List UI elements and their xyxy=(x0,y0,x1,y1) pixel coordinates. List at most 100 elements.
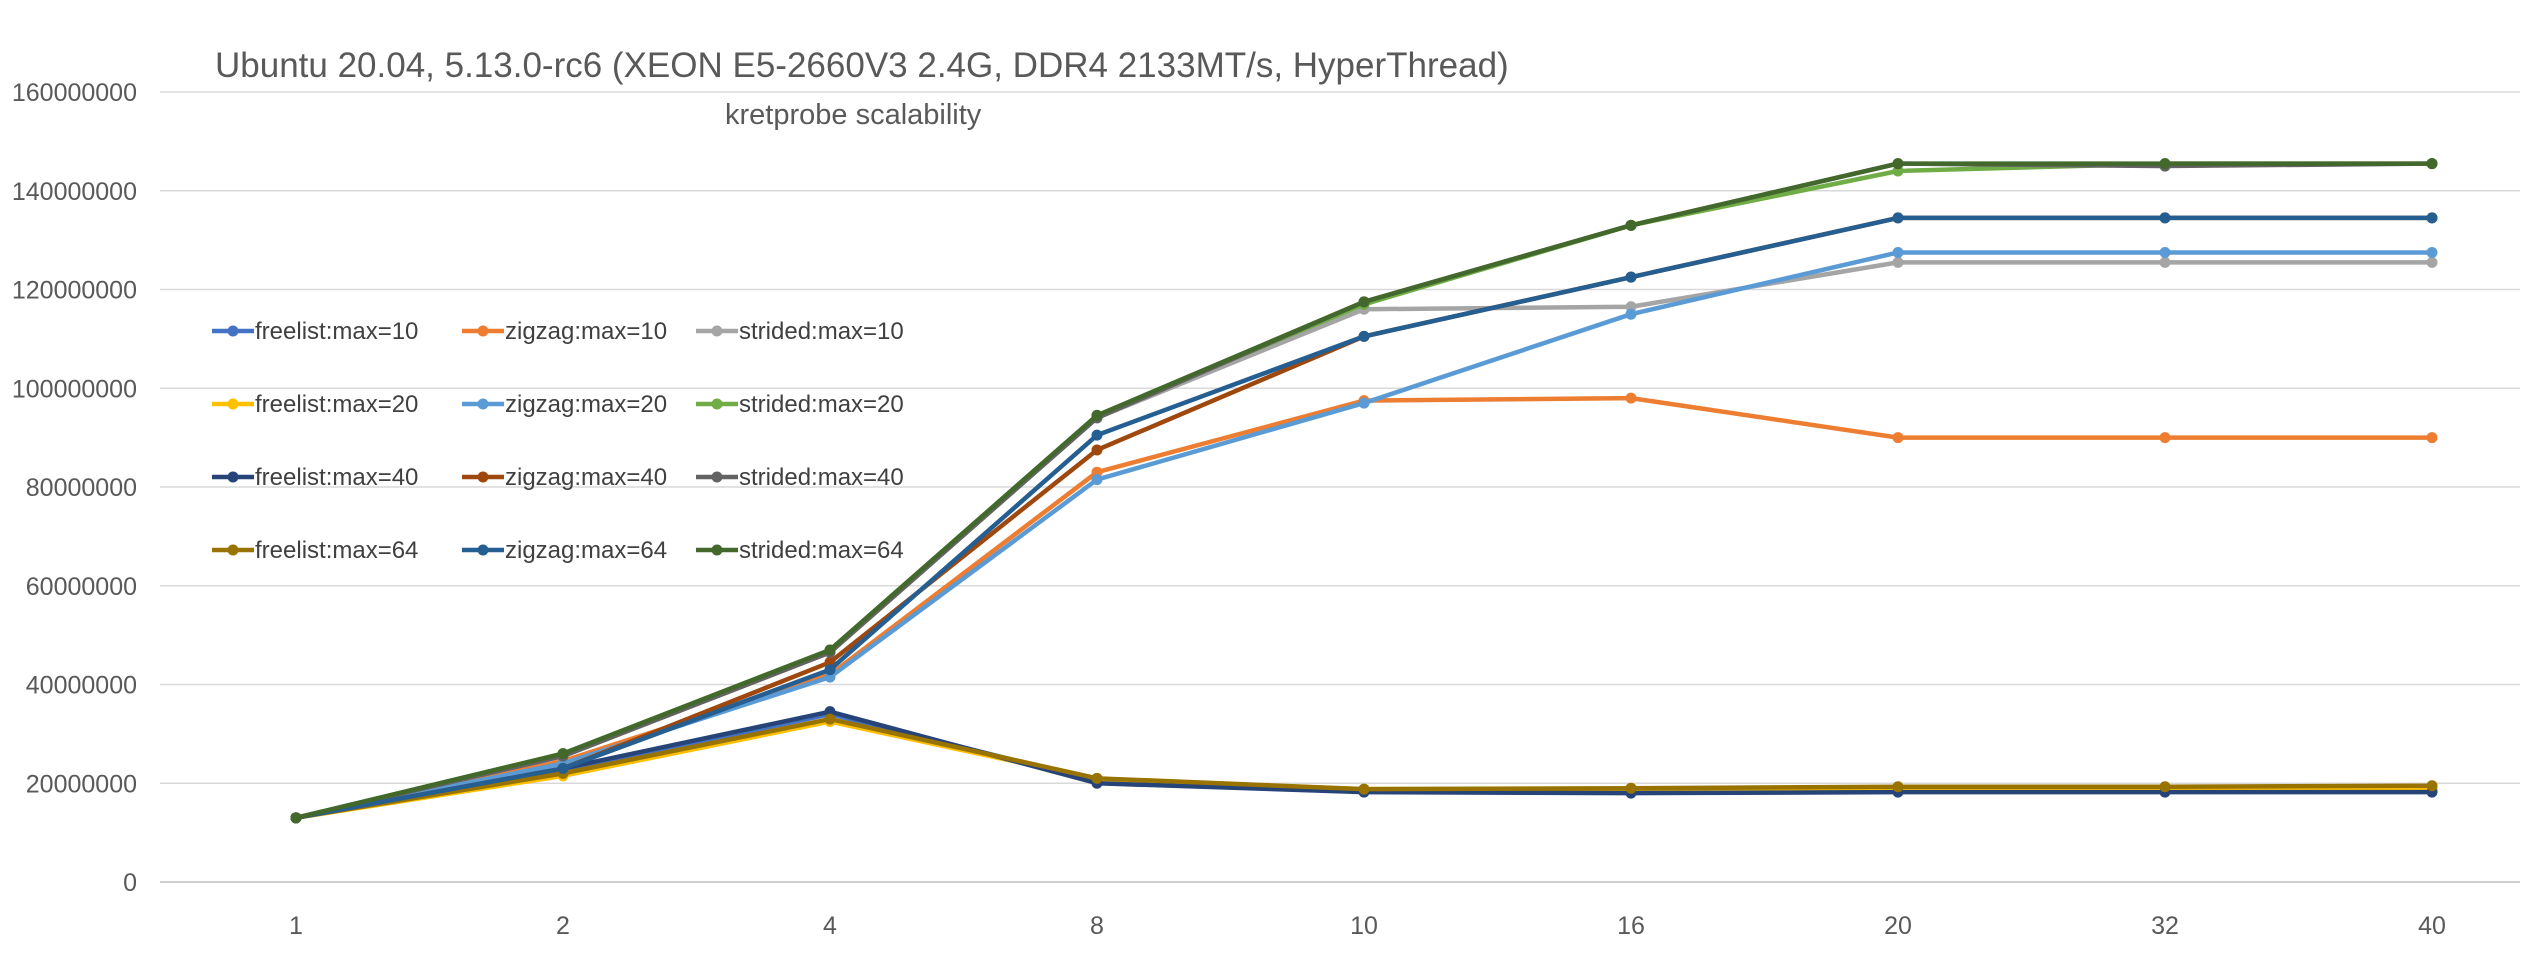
legend-label: freelist:max=20 xyxy=(255,391,418,418)
legend-marker xyxy=(227,544,239,556)
legend-marker xyxy=(711,398,723,410)
legend-item: freelist:max=64 xyxy=(212,537,418,564)
data-point xyxy=(1091,772,1103,784)
legend-marker xyxy=(477,544,489,556)
chart-title: Ubuntu 20.04, 5.13.0-rc6 (XEON E5-2660V3… xyxy=(215,46,1509,85)
x-tick-label: 2 xyxy=(556,912,570,940)
data-point xyxy=(2159,246,2171,258)
plot-area xyxy=(290,158,2438,824)
y-tick-label: 80000000 xyxy=(26,474,137,502)
legend-item: strided:max=64 xyxy=(696,537,904,564)
x-tick-label: 1 xyxy=(289,912,303,940)
data-point xyxy=(1892,432,1904,444)
data-point xyxy=(1625,392,1637,404)
y-tick-label: 40000000 xyxy=(26,672,137,700)
y-tick-label: 60000000 xyxy=(26,573,137,601)
y-tick-label: 20000000 xyxy=(26,770,137,798)
legend-item: freelist:max=10 xyxy=(212,318,418,345)
legend-marker xyxy=(477,325,489,337)
data-point xyxy=(1091,409,1103,421)
legend-label: zigzag:max=64 xyxy=(505,537,667,564)
data-point xyxy=(2159,212,2171,224)
legend: freelist:max=10 zigzag:max=10 strided:max=… xyxy=(212,318,904,564)
y-axis: 0 20000000 40000000 60000000 80000000 1000000… xyxy=(12,79,137,897)
data-point xyxy=(2426,432,2438,444)
data-point xyxy=(2426,246,2438,258)
x-tick-label: 10 xyxy=(1350,912,1378,940)
legend-label: zigzag:max=20 xyxy=(505,391,667,418)
data-point xyxy=(1892,212,1904,224)
gridlines xyxy=(160,91,2520,883)
legend-item: strided:max=40 xyxy=(696,464,904,491)
data-point xyxy=(1091,444,1103,456)
legend-item: freelist:max=40 xyxy=(212,464,418,491)
y-tick-label: 100000000 xyxy=(12,375,137,403)
legend-label: zigzag:max=10 xyxy=(505,318,667,345)
legend-label: strided:max=40 xyxy=(739,464,904,491)
data-point xyxy=(824,644,836,656)
x-tick-label: 20 xyxy=(1884,912,1912,940)
x-axis: 1 2 4 8 10 16 20 32 40 xyxy=(289,912,2446,940)
legend-item: zigzag:max=64 xyxy=(462,537,667,564)
legend-label: strided:max=10 xyxy=(739,318,904,345)
data-point xyxy=(1358,296,1370,308)
legend-marker xyxy=(227,325,239,337)
y-tick-label: 160000000 xyxy=(12,79,137,107)
legend-marker xyxy=(711,471,723,483)
y-tick-label: 0 xyxy=(123,869,137,897)
legend-item: zigzag:max=20 xyxy=(462,391,667,418)
legend-label: freelist:max=64 xyxy=(255,537,418,564)
x-tick-label: 4 xyxy=(823,912,837,940)
data-point xyxy=(824,713,836,725)
x-tick-label: 16 xyxy=(1617,912,1645,940)
data-point xyxy=(2426,158,2438,170)
legend-marker xyxy=(477,471,489,483)
data-point xyxy=(1358,397,1370,409)
x-tick-label: 40 xyxy=(2418,912,2446,940)
legend-item: strided:max=20 xyxy=(696,391,904,418)
data-point xyxy=(1625,308,1637,320)
legend-label: freelist:max=10 xyxy=(255,318,418,345)
data-point xyxy=(2426,780,2438,792)
legend-marker xyxy=(227,398,239,410)
data-point xyxy=(2159,432,2171,444)
legend-label: strided:max=20 xyxy=(739,391,904,418)
data-point xyxy=(1892,158,1904,170)
legend-item: strided:max=10 xyxy=(696,318,904,345)
legend-marker xyxy=(711,544,723,556)
series-strided-max-64 xyxy=(290,158,2438,824)
x-tick-label: 32 xyxy=(2151,912,2179,940)
data-point xyxy=(1892,246,1904,258)
data-point xyxy=(1358,783,1370,795)
data-point xyxy=(1625,782,1637,794)
data-point xyxy=(1625,219,1637,231)
data-point xyxy=(1892,781,1904,793)
legend-marker xyxy=(227,471,239,483)
data-point xyxy=(2159,158,2171,170)
data-point xyxy=(2159,256,2171,268)
data-point xyxy=(290,812,302,824)
data-point xyxy=(2426,256,2438,268)
data-point xyxy=(2426,212,2438,224)
legend-label: freelist:max=40 xyxy=(255,464,418,491)
data-point xyxy=(557,762,569,774)
legend-item: zigzag:max=10 xyxy=(462,318,667,345)
series-freelist-max-64 xyxy=(290,713,2438,824)
data-point xyxy=(1091,429,1103,441)
legend-marker xyxy=(711,325,723,337)
legend-label: strided:max=64 xyxy=(739,537,904,564)
y-tick-label: 140000000 xyxy=(12,178,137,206)
data-point xyxy=(2159,781,2171,793)
data-point xyxy=(557,748,569,760)
data-point xyxy=(1358,330,1370,342)
x-tick-label: 8 xyxy=(1090,912,1104,940)
legend-marker xyxy=(477,398,489,410)
legend-item: freelist:max=20 xyxy=(212,391,418,418)
legend-item: zigzag:max=40 xyxy=(462,464,667,491)
y-tick-label: 120000000 xyxy=(12,277,137,305)
legend-label: zigzag:max=40 xyxy=(505,464,667,491)
data-point xyxy=(824,664,836,676)
data-point xyxy=(1625,271,1637,283)
data-point xyxy=(1091,474,1103,486)
